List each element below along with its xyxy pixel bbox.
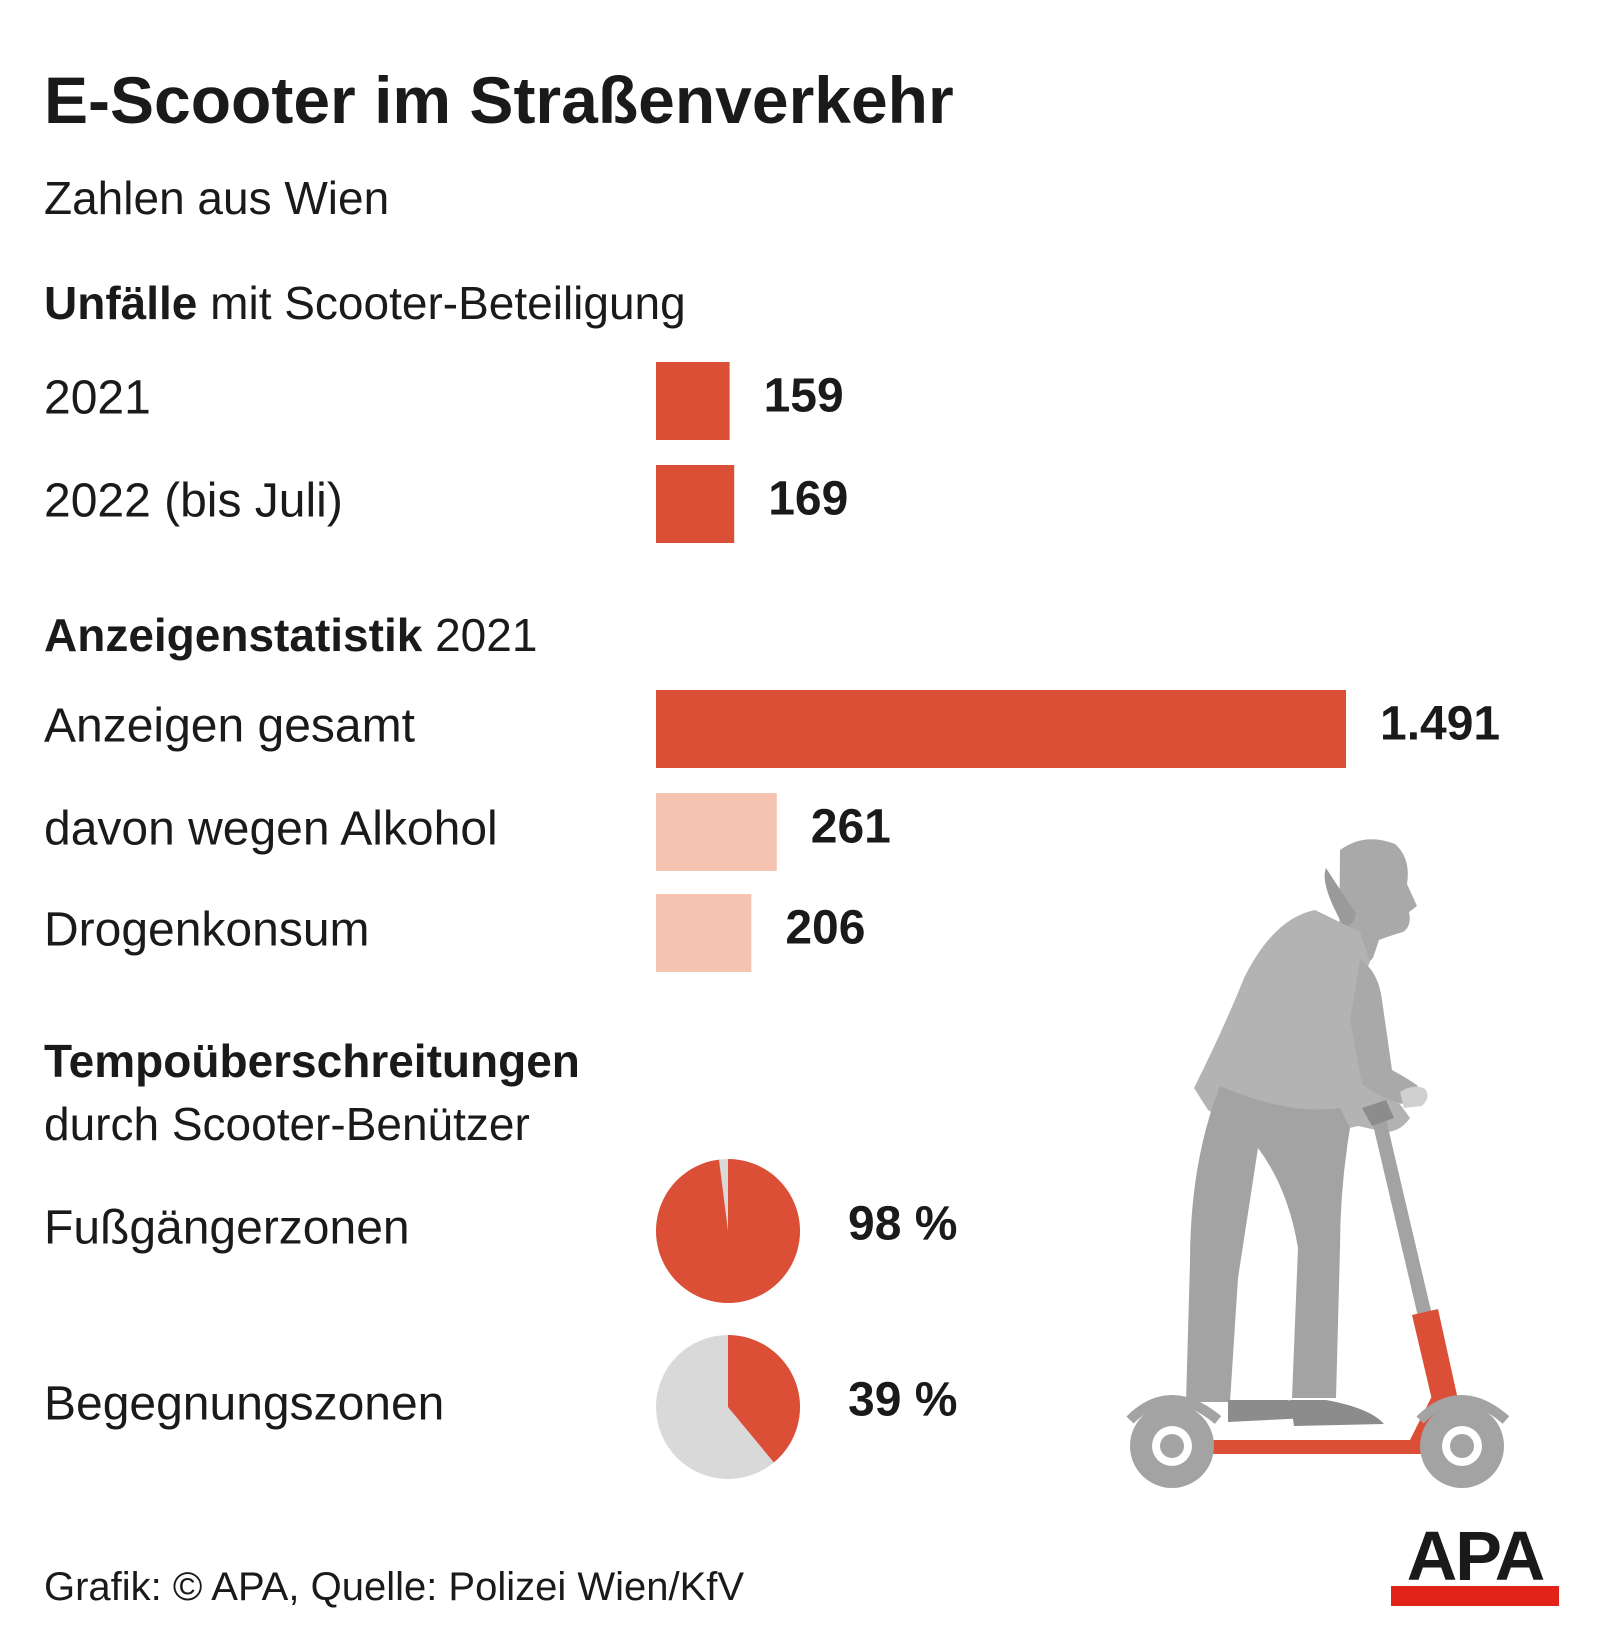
- section-heading: Unfälle mit Scooter-Beteiligung: [44, 277, 686, 329]
- category-label: Begegnungszonen: [44, 1378, 444, 1431]
- bar: [656, 690, 1346, 768]
- pie-slice: [655, 1159, 800, 1303]
- section-heading: Tempoüberschreitungen: [44, 1035, 580, 1087]
- category-label: davon wegen Alkohol: [44, 803, 498, 856]
- value-label: 1.491: [1380, 698, 1500, 751]
- section-heading: Anzeigenstatistik 2021: [44, 609, 537, 661]
- logo: APA: [1391, 1517, 1559, 1606]
- bar: [656, 465, 735, 543]
- subtitle: Zahlen aus Wien: [44, 172, 389, 224]
- heading-rest: 2021: [435, 609, 537, 661]
- heading-bold: Anzeigenstatistik: [44, 609, 423, 661]
- value-label: 159: [764, 370, 844, 423]
- category-label: Anzeigen gesamt: [44, 700, 415, 753]
- section-subheading: durch Scooter-Benützer: [44, 1098, 530, 1150]
- bar: [656, 894, 752, 972]
- value-label: 261: [811, 801, 891, 854]
- pie-slice: [728, 1335, 800, 1463]
- category-label: 2021: [44, 372, 151, 425]
- heading-bold: Tempoüberschreitungen: [44, 1035, 580, 1087]
- value-label: 39 %: [848, 1374, 957, 1427]
- bar: [656, 793, 777, 871]
- logo-text: APA: [1407, 1517, 1544, 1595]
- footer: Grafik: © APA, Quelle: Polizei Wien/KfV: [44, 1565, 744, 1609]
- title: E-Scooter im Straßenverkehr: [44, 63, 954, 137]
- heading-rest: mit Scooter-Beteiligung: [210, 277, 686, 329]
- value-label: 206: [785, 902, 865, 955]
- scooter-illustration: [1126, 839, 1510, 1488]
- heading-bold: Unfälle: [44, 277, 197, 329]
- category-label: Fußgängerzonen: [44, 1202, 410, 1255]
- value-label: 169: [768, 473, 848, 526]
- value-label: 98 %: [848, 1198, 957, 1251]
- category-label: Drogenkonsum: [44, 904, 370, 957]
- bar: [656, 362, 730, 440]
- category-label: 2022 (bis Juli): [44, 475, 343, 528]
